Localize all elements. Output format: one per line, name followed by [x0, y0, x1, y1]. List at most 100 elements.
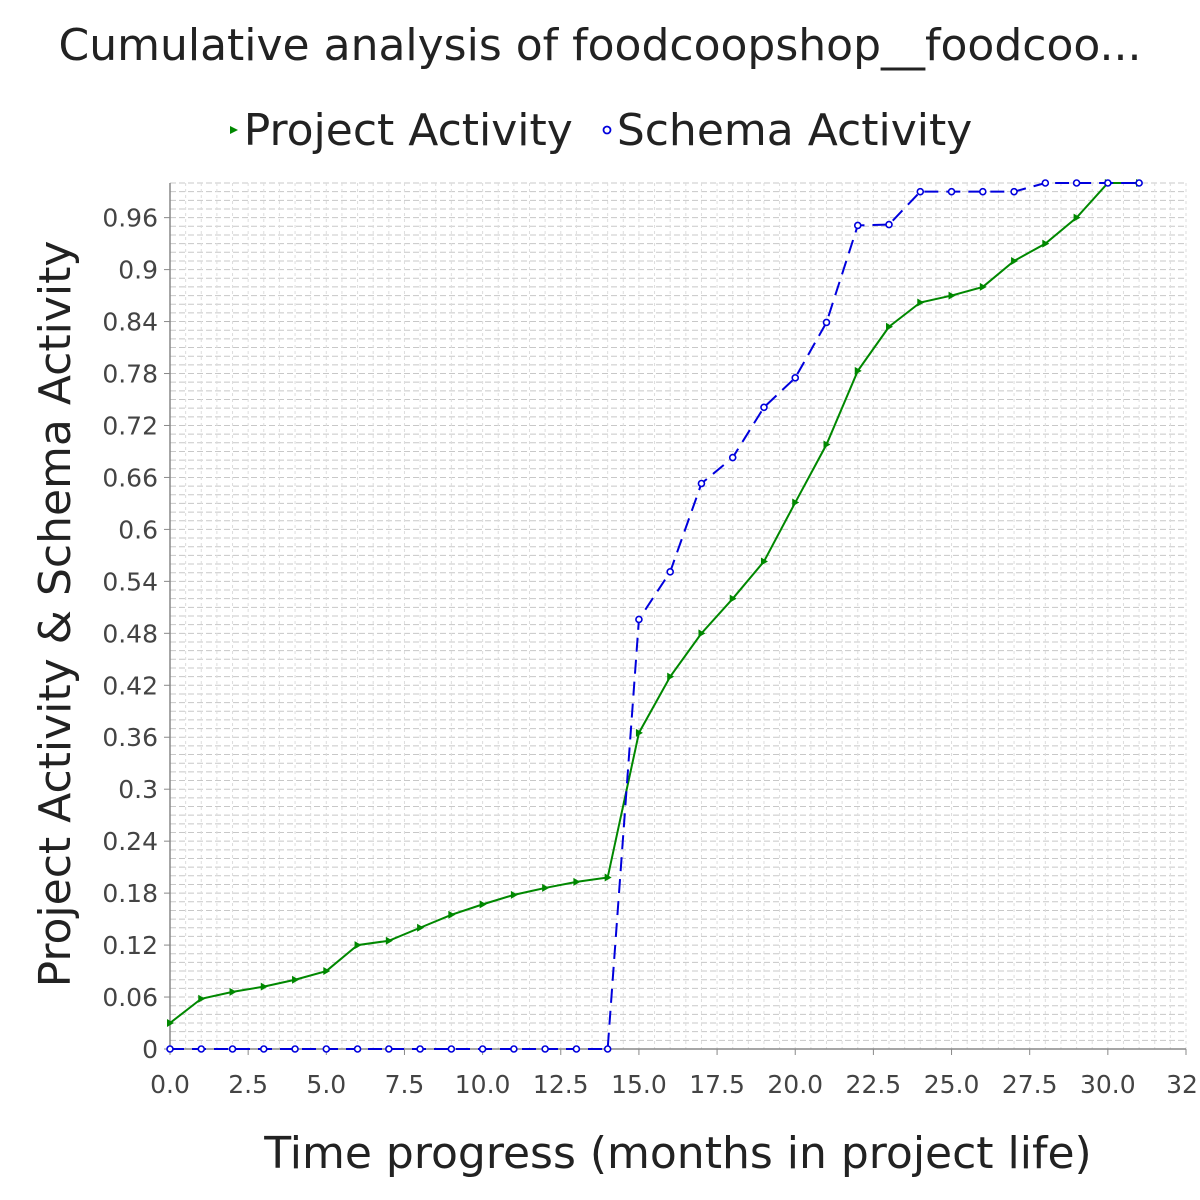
project-activity-point	[1042, 239, 1050, 248]
project-activity-point	[385, 936, 393, 945]
schema-activity-point	[635, 615, 643, 624]
x-tick-label: 2.5	[228, 1070, 268, 1099]
project-activity-point	[417, 923, 425, 932]
schema-activity-point	[1135, 179, 1143, 187]
x-tick-label: 27.5	[1002, 1070, 1058, 1099]
schema-activity-point	[478, 1045, 487, 1053]
y-tick-label: 0.24	[102, 827, 158, 856]
schema-activity-point	[791, 374, 800, 382]
project-activity-point	[635, 728, 643, 737]
project-activity-point	[292, 975, 300, 984]
project-activity-point	[354, 941, 362, 950]
project-activity-point	[854, 366, 862, 375]
schema-activity-point	[760, 403, 768, 412]
schema-activity-point	[385, 1045, 393, 1053]
y-tick-label: 0.6	[118, 515, 158, 544]
project-activity-point	[886, 322, 894, 331]
schema-activity-point	[572, 1045, 581, 1053]
project-activity-point	[323, 967, 331, 976]
schema-activity-point	[1010, 187, 1018, 196]
schema-activity-point	[603, 1045, 612, 1053]
schema-activity-point	[228, 1045, 237, 1053]
project-activity-point	[1073, 213, 1081, 222]
schema-activity-point	[916, 187, 925, 196]
y-tick-label: 0.54	[102, 567, 158, 596]
y-tick-labels: 0 0.06 0.12 0.18 0.24 0.3 0.36 0.42 0.48 0.54 0.6 0…	[102, 204, 170, 1064]
project-activity-point	[260, 982, 268, 991]
project-activity-point	[604, 873, 612, 882]
axes	[169, 183, 1186, 1050]
x-tick-label: 5.0	[306, 1070, 346, 1099]
y-tick-label: 0.12	[102, 931, 158, 960]
schema-activity-point	[697, 479, 706, 488]
project-activity-point	[823, 440, 831, 449]
y-tick-label: 0.48	[102, 619, 158, 648]
x-tick-label: 0.0	[150, 1070, 190, 1099]
x-axis-title: Time progress (months in project life)	[263, 1128, 1091, 1179]
schema-activity-point	[259, 1045, 268, 1053]
project-activity-point	[167, 1019, 174, 1028]
project-activity-point	[917, 298, 925, 307]
project-activity-point	[760, 557, 768, 566]
schema-activity-point	[1072, 179, 1081, 187]
chart-title: Cumulative analysis of foodcoopshop__foo…	[58, 20, 1142, 71]
y-tick-label: 0.78	[102, 360, 158, 389]
x-tick-label: 20.0	[767, 1070, 823, 1099]
x-tick-label: 30.0	[1080, 1070, 1136, 1099]
series-layer	[166, 179, 1144, 1053]
project-activity-point	[792, 498, 800, 507]
grid	[169, 182, 1187, 1050]
y-tick-label: 0.84	[102, 308, 158, 337]
project-activity-point	[729, 594, 737, 603]
y-tick-label: 0.18	[102, 879, 158, 908]
y-tick-label: 0.36	[102, 723, 158, 752]
schema-activity-point	[885, 220, 893, 229]
legend-item-project: Project Activity	[228, 105, 573, 156]
legend-label-project: Project Activity	[243, 104, 573, 156]
schema-activity-point	[322, 1045, 331, 1053]
x-tick-label: 25.0	[924, 1070, 980, 1099]
project-activity-point	[1011, 256, 1019, 265]
schema-activity-point	[510, 1045, 518, 1053]
project-activity-point	[510, 890, 518, 899]
x-tick-labels: 0.0 2.5 5.0 7.5 10.0 12.5 15.0 17.5 20.0 22.5 25.0…	[150, 1049, 1200, 1099]
legend-label-schema: Schema Activity	[616, 104, 973, 156]
schema-activity-point	[353, 1045, 362, 1053]
project-activity-point	[198, 994, 206, 1003]
circle-marker-icon	[602, 125, 612, 135]
y-tick-label: 0.42	[102, 671, 158, 700]
schema-activity-point	[822, 318, 831, 327]
schema-activity-point	[197, 1045, 206, 1053]
x-tick-label: 7.5	[385, 1070, 425, 1099]
y-axis-title: Project Activity & Schema Activity	[30, 241, 81, 988]
project-activity-point	[698, 629, 706, 638]
y-tick-label: 0.66	[102, 463, 158, 492]
x-tick-label: 32.	[1166, 1070, 1200, 1099]
project-activity-point	[979, 282, 987, 291]
project-activity-point	[479, 900, 487, 909]
schema-activity-point	[1104, 179, 1112, 187]
schema-activity-point	[853, 221, 862, 230]
y-tick-label: 0.3	[118, 775, 158, 804]
y-tick-label: 0	[142, 1035, 158, 1064]
schema-activity-line	[170, 182, 1140, 1050]
y-tick-label: 0.96	[102, 204, 158, 233]
project-activity-point	[448, 910, 456, 919]
project-activity-line	[169, 182, 1140, 1024]
x-tick-label: 15.0	[611, 1070, 667, 1099]
project-activity-point	[542, 883, 550, 892]
x-tick-label: 22.5	[846, 1070, 902, 1099]
x-tick-label: 12.5	[533, 1070, 589, 1099]
schema-activity-point	[947, 187, 956, 196]
schema-activity-point	[416, 1045, 424, 1053]
project-activity-point	[948, 291, 956, 300]
schema-activity-point	[666, 568, 674, 576]
legend-item-schema: Schema Activity	[601, 105, 972, 156]
project-activity-point	[229, 987, 237, 996]
y-tick-label: 0.9	[118, 256, 158, 285]
project-activity-point	[667, 672, 675, 681]
schema-activity-point	[447, 1045, 456, 1053]
schema-activity-point	[978, 187, 987, 196]
project-activity-point	[573, 877, 581, 886]
